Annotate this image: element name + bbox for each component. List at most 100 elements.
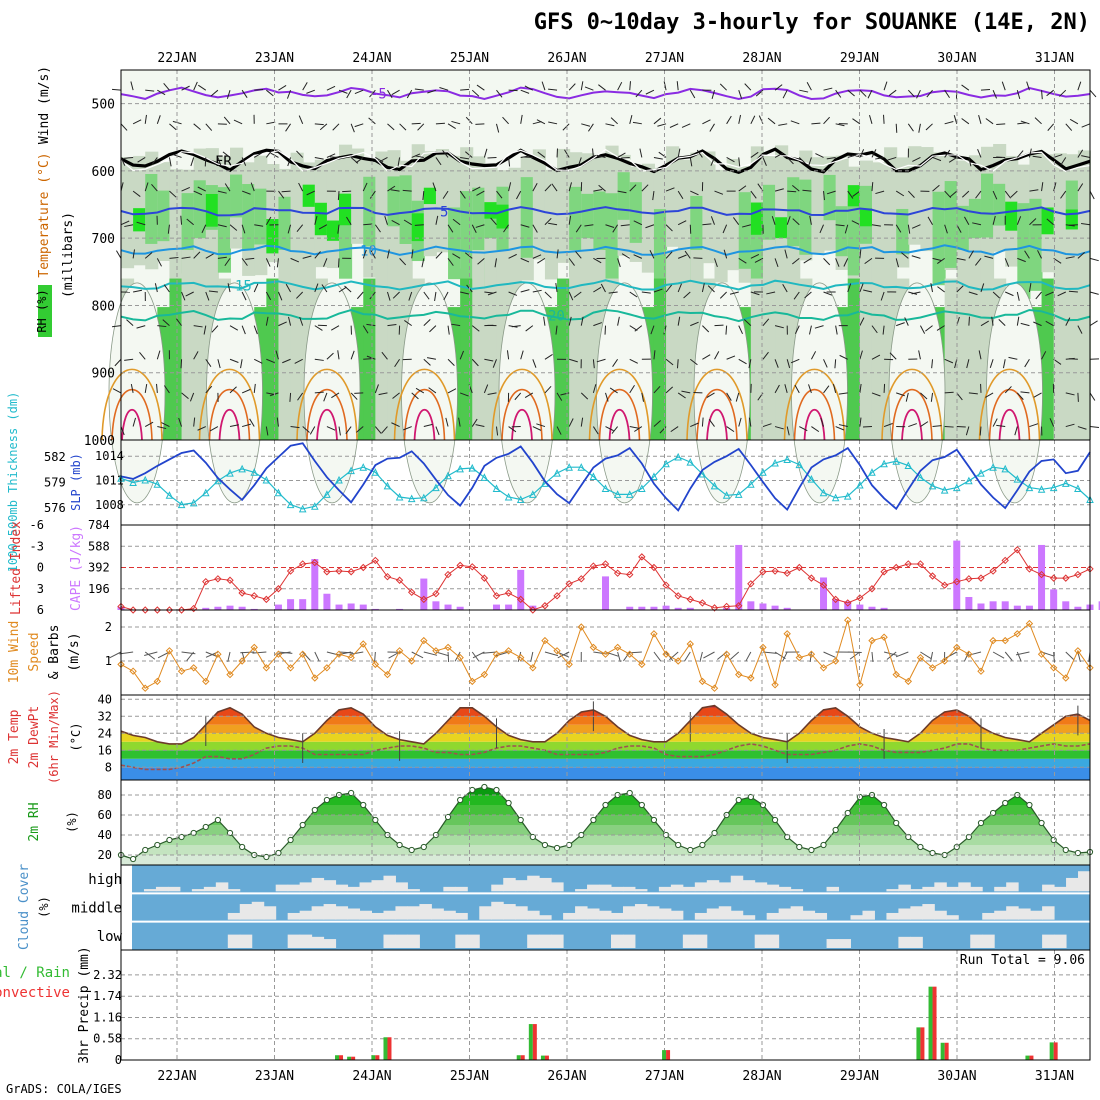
wind-speed-point bbox=[662, 650, 670, 658]
cloud-axis-label: Cloud Cover bbox=[17, 864, 32, 950]
wind-barb bbox=[356, 426, 364, 433]
rh-lowlevel bbox=[847, 278, 861, 440]
thickness-point bbox=[529, 490, 537, 498]
thickness-point bbox=[553, 469, 561, 477]
rh-lowlevel bbox=[484, 238, 498, 440]
wind-speed-series bbox=[120, 620, 1091, 689]
wind-barb bbox=[696, 149, 703, 158]
wind-barb bbox=[1089, 392, 1096, 401]
rh-band-humid bbox=[823, 174, 837, 221]
wind-barb bbox=[592, 148, 594, 158]
wind-speed-point bbox=[638, 660, 646, 669]
wind-speed-point bbox=[722, 650, 731, 658]
wind-barb bbox=[374, 224, 381, 233]
wind-barb bbox=[871, 392, 881, 397]
cape-tick-label: 784 bbox=[88, 518, 110, 532]
wind-speed-point bbox=[432, 647, 440, 655]
rh2m-point bbox=[638, 801, 645, 809]
cloud-cover-bar bbox=[706, 880, 720, 892]
rh2m-point bbox=[905, 833, 912, 841]
cape-axis-label: CAPE (J/kg) bbox=[69, 525, 84, 611]
rh-band-saturated bbox=[423, 187, 437, 205]
wind-barb bbox=[338, 286, 347, 293]
pressure-tick-label: 1000 bbox=[84, 434, 115, 449]
wind-speed-point bbox=[262, 664, 271, 672]
wind-barb bbox=[532, 426, 542, 431]
wind-barb bbox=[386, 249, 390, 259]
wind-barb bbox=[975, 258, 982, 266]
rh2m-point bbox=[747, 793, 754, 801]
date-label-top: 28JAN bbox=[742, 51, 781, 66]
wind-barb bbox=[1077, 392, 1079, 402]
surface-wind-barb bbox=[992, 651, 1005, 659]
wind-barb bbox=[447, 123, 456, 130]
rh-lowlevel bbox=[944, 278, 958, 440]
wind-barb bbox=[683, 291, 691, 299]
wind-barb bbox=[575, 251, 582, 259]
wind-barb bbox=[774, 359, 779, 368]
lifted-index-point bbox=[892, 563, 900, 572]
wind-barb bbox=[356, 291, 364, 300]
cloud-cover-bar bbox=[1006, 882, 1019, 892]
wind-speed-point bbox=[226, 670, 234, 679]
cloud-cover-bar bbox=[383, 875, 396, 892]
cape-bar bbox=[287, 599, 295, 610]
wind-barb bbox=[350, 392, 358, 400]
wind-barb bbox=[508, 291, 518, 296]
lifted-index-point bbox=[250, 592, 258, 600]
cloud-cover-bar bbox=[539, 915, 552, 920]
wind-barb bbox=[901, 252, 909, 259]
temp-band bbox=[121, 758, 1090, 768]
wind-barb bbox=[786, 426, 790, 436]
cloud-cover-bar bbox=[694, 882, 708, 892]
wind-barb bbox=[750, 291, 760, 296]
wind-barb bbox=[169, 190, 177, 198]
cloud-cover-bar bbox=[970, 886, 983, 892]
wind-barb bbox=[511, 325, 521, 328]
lifted-index-point bbox=[553, 592, 561, 600]
wind-speed-point bbox=[177, 667, 186, 675]
rh2m-point bbox=[226, 829, 234, 837]
wind-barb bbox=[794, 384, 800, 394]
rh-band bbox=[666, 146, 680, 247]
wind-barb bbox=[964, 216, 970, 225]
rh2m-point bbox=[1074, 849, 1081, 857]
surface-wind-barb bbox=[144, 651, 156, 660]
temp-contour-20-label: 20 bbox=[548, 309, 565, 325]
cloud-cover-bar bbox=[766, 934, 780, 948]
wind-barb bbox=[157, 325, 167, 328]
cloud-cover-bar bbox=[886, 912, 899, 920]
wind-barb bbox=[811, 426, 820, 433]
wind-barb bbox=[508, 182, 512, 192]
wind-barb bbox=[120, 123, 128, 131]
wind-barb bbox=[835, 123, 845, 127]
wind-barb bbox=[847, 89, 855, 97]
cape-bar bbox=[965, 596, 973, 610]
wind-barb bbox=[193, 81, 198, 91]
cloud-cover-bar bbox=[299, 934, 313, 948]
wind-barb bbox=[1045, 291, 1054, 297]
thickness-point bbox=[1025, 483, 1034, 492]
wind-barb bbox=[241, 325, 246, 335]
wind-barb bbox=[222, 151, 231, 158]
date-label-top: 24JAN bbox=[352, 51, 391, 66]
wind-barb bbox=[130, 81, 134, 91]
precip-total-bar bbox=[516, 1055, 521, 1060]
wind-barb bbox=[750, 253, 760, 259]
cloud-cover-bar bbox=[766, 884, 780, 892]
precip-total-bar bbox=[540, 1055, 545, 1060]
wind-barb bbox=[1046, 218, 1054, 226]
wind-barb bbox=[241, 291, 247, 301]
wind-barb bbox=[984, 255, 994, 259]
rh-lowlevel bbox=[859, 250, 873, 440]
temp-contour-25 bbox=[491, 368, 553, 441]
rh-band-saturated bbox=[484, 202, 498, 219]
wind-speed-point bbox=[335, 650, 343, 658]
wind-barb bbox=[617, 190, 627, 194]
rh2m-point bbox=[602, 801, 609, 809]
wind-barb bbox=[411, 392, 419, 400]
thickness-point bbox=[916, 473, 925, 481]
wind-barb bbox=[611, 426, 619, 434]
wind-barb bbox=[738, 185, 747, 192]
lifted-index-point bbox=[577, 575, 585, 583]
